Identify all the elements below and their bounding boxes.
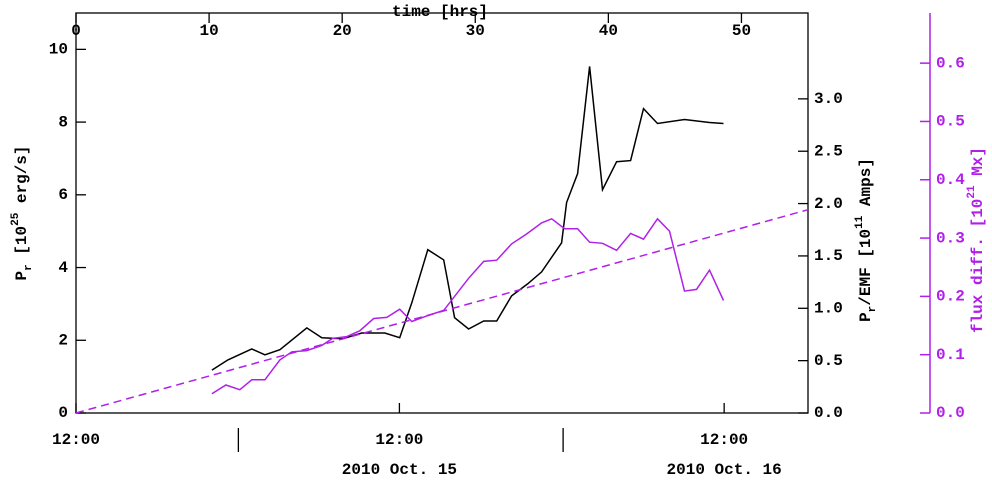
y3label-part: 21 — [966, 185, 978, 199]
y-tick-label: 4 — [58, 259, 68, 277]
ylabel-part: erg/s] — [13, 145, 31, 212]
y-tick-label: 2 — [58, 331, 68, 349]
x-tick-label: 0 — [71, 22, 81, 40]
ylabel-part: r — [23, 264, 35, 271]
y2label: Pr/EMF [1011 Amps] — [854, 158, 879, 322]
y3label-part: Mx] — [969, 147, 987, 185]
ylabel: Pr [1025 erg/s] — [10, 145, 35, 280]
ylabel-part: [10 — [13, 226, 31, 264]
time-tick-label: 12:00 — [375, 431, 423, 449]
x-tick-label: 40 — [599, 22, 618, 40]
y2-tick-label: 2.5 — [814, 142, 843, 160]
series-line — [211, 66, 724, 371]
plot-frame — [75, 12, 809, 414]
date-label: 2010 Oct. 15 — [342, 461, 457, 479]
y2-tick-label: 3.0 — [814, 90, 843, 108]
y2-tick-label: 1.0 — [814, 300, 843, 318]
y3-tick-label: 0.5 — [936, 113, 965, 131]
x-tick-label: 50 — [732, 22, 751, 40]
y2label-part: Amps] — [857, 158, 875, 216]
y2label-part: P — [857, 312, 875, 322]
y2-tick-label: 2.0 — [814, 195, 843, 213]
y3-tick-label: 0.1 — [936, 346, 965, 364]
y2-tick-label: 0.5 — [814, 352, 843, 370]
y3-tick-label: 0.2 — [936, 288, 965, 306]
y3label-part: flux diff. [10 — [969, 199, 987, 333]
time-tick-label: 12:00 — [52, 431, 100, 449]
ylabel-part: 25 — [10, 212, 22, 226]
y3-tick-label: 0.4 — [936, 171, 965, 189]
y-tick-label: 8 — [58, 113, 68, 131]
series-line — [75, 208, 809, 414]
y2-tick-label: 0.0 — [814, 404, 843, 422]
x-tick-label: 10 — [199, 22, 218, 40]
y2label-part: 11 — [854, 215, 866, 229]
series-line — [211, 217, 725, 395]
y2label-part: /EMF [10 — [857, 229, 875, 306]
y2label-part: r — [867, 306, 879, 313]
y3-tick-label: 0.6 — [936, 54, 965, 72]
time-tick-label: 12:00 — [700, 431, 748, 449]
y3-tick-label: 0.3 — [936, 229, 965, 247]
y3label: flux diff. [1021 Mx] — [966, 147, 987, 333]
ylabel-part: P — [13, 271, 31, 281]
x-tick-label: 30 — [466, 22, 485, 40]
y3-tick-label: 0.0 — [936, 404, 965, 422]
y-tick-label: 6 — [58, 186, 68, 204]
date-label: 2010 Oct. 16 — [667, 461, 782, 479]
y-tick-label: 10 — [49, 41, 68, 59]
y-tick-label: 0 — [58, 404, 68, 422]
x-axis-title: time [hrs] — [392, 3, 488, 21]
y2-tick-label: 1.5 — [814, 247, 843, 265]
x-tick-label: 20 — [333, 22, 352, 40]
